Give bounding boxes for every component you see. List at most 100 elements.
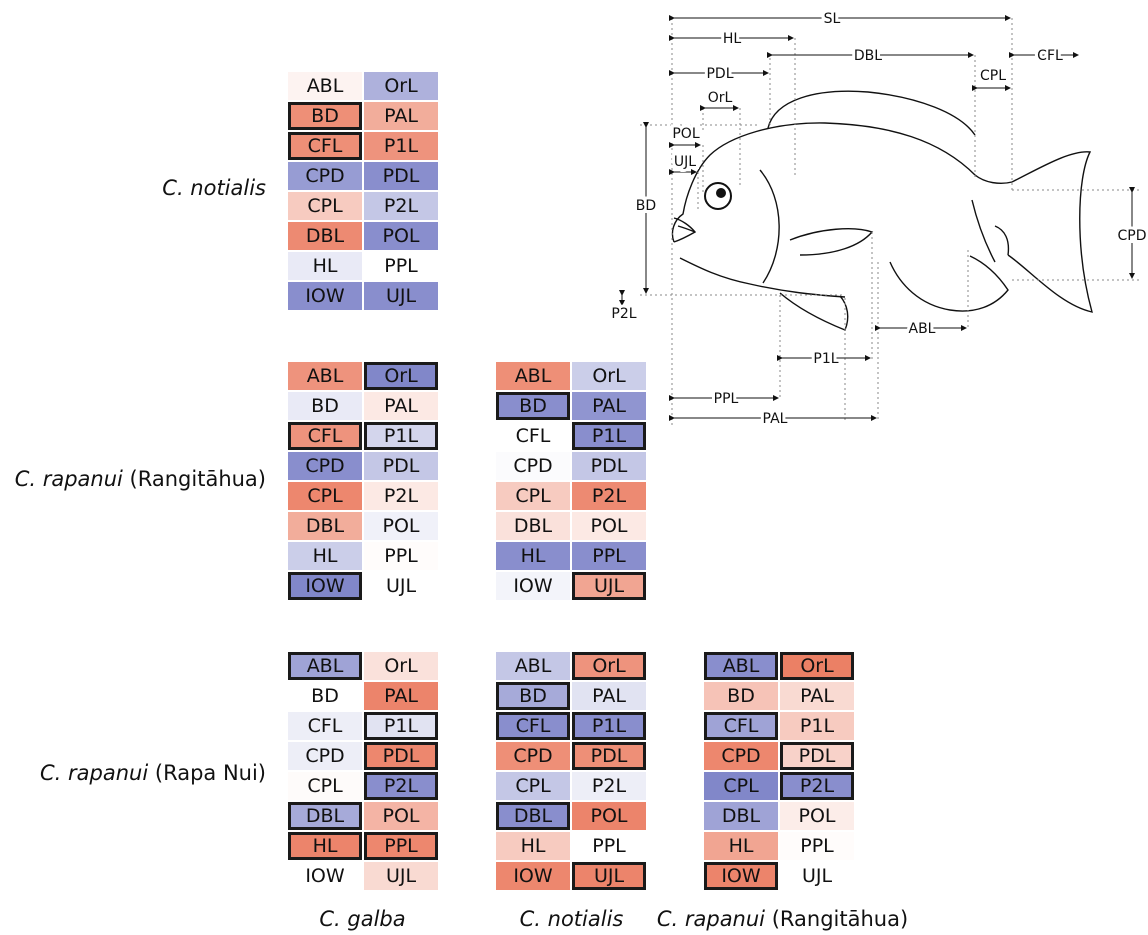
- cell-p2l: P2L: [780, 772, 854, 800]
- cell-p1l: P1L: [364, 132, 438, 160]
- cell-hl: HL: [496, 832, 570, 860]
- row-label-locality: (Rapa Nui): [154, 761, 266, 785]
- cell-dbl: DBL: [496, 512, 570, 540]
- cell-iow: IOW: [288, 282, 362, 310]
- cell-orl: OrL: [364, 362, 438, 390]
- cell-cpd: CPD: [496, 742, 570, 770]
- cell-p1l: P1L: [364, 422, 438, 450]
- cell-pal: PAL: [780, 682, 854, 710]
- cell-cpd: CPD: [704, 742, 778, 770]
- cell-pal: PAL: [572, 682, 646, 710]
- cell-ppl: PPL: [364, 832, 438, 860]
- cell-abl: ABL: [288, 362, 362, 390]
- cell-hl: HL: [288, 252, 362, 280]
- cell-dbl: DBL: [288, 802, 362, 830]
- label-pal: PAL: [763, 411, 788, 427]
- cell-dbl: DBL: [704, 802, 778, 830]
- row-label-species: C. rapanui: [14, 467, 123, 491]
- cell-bd: BD: [496, 682, 570, 710]
- cell-cfl: CFL: [288, 132, 362, 160]
- label-sl: SL: [824, 11, 841, 27]
- cell-p1l: P1L: [364, 712, 438, 740]
- label-cpd: CPD: [1118, 228, 1147, 244]
- cell-ppl: PPL: [780, 832, 854, 860]
- cell-pol: POL: [364, 222, 438, 250]
- cell-ujl: UJL: [364, 862, 438, 890]
- grid-rapanui-rangitahua-vs-galba: ABL OrL BD PAL CFL P1L CPD PDL CPL P2L DBL POL HL PPL…: [288, 362, 438, 602]
- cell-p2l: P2L: [572, 482, 646, 510]
- cell-p1l: P1L: [780, 712, 854, 740]
- cell-pol: POL: [364, 512, 438, 540]
- label-hl: HL: [723, 31, 742, 47]
- row-label-rapanui-rangitahua: C. rapanui (Rangitāhua): [15, 467, 266, 491]
- cell-cpl: CPL: [496, 482, 570, 510]
- cell-ppl: PPL: [364, 542, 438, 570]
- cell-pol: POL: [364, 802, 438, 830]
- row-label-species: C. rapanui: [40, 761, 149, 785]
- cell-cpl: CPL: [288, 192, 362, 220]
- cell-bd: BD: [704, 682, 778, 710]
- grid-rapanui-rapanui-vs-notialis: ABL OrL BD PAL CFL P1L CPD PDL CPL P2L DBL POL HL PPL…: [496, 652, 646, 892]
- cell-p2l: P2L: [364, 772, 438, 800]
- label-ppl: PPL: [714, 391, 739, 407]
- cell-iow: IOW: [704, 862, 778, 890]
- cell-dbl: DBL: [288, 512, 362, 540]
- cell-iow: IOW: [496, 862, 570, 890]
- cell-bd: BD: [288, 102, 362, 130]
- cell-hl: HL: [288, 832, 362, 860]
- cell-pal: PAL: [364, 392, 438, 420]
- cell-cpd: CPD: [496, 452, 570, 480]
- cell-bd: BD: [496, 392, 570, 420]
- cell-ppl: PPL: [364, 252, 438, 280]
- cell-pdl: PDL: [364, 742, 438, 770]
- cell-cpl: CPL: [496, 772, 570, 800]
- cell-bd: BD: [288, 392, 362, 420]
- cell-hl: HL: [704, 832, 778, 860]
- label-bd: BD: [636, 198, 656, 214]
- col-label-species: C. notialis: [519, 907, 624, 931]
- cell-abl: ABL: [288, 72, 362, 100]
- cell-cfl: CFL: [288, 712, 362, 740]
- row-label-species: C. notialis: [162, 176, 266, 200]
- cell-orl: OrL: [780, 652, 854, 680]
- cell-pal: PAL: [572, 392, 646, 420]
- cell-ujl: UJL: [572, 862, 646, 890]
- label-p2l: P2L: [611, 306, 636, 322]
- cell-cpl: CPL: [288, 482, 362, 510]
- row-label-rapanui-rapanui: C. rapanui (Rapa Nui): [40, 761, 266, 785]
- cell-p1l: P1L: [572, 712, 646, 740]
- col-label-galba: C. galba: [300, 907, 425, 931]
- cell-dbl: DBL: [496, 802, 570, 830]
- cell-bd: BD: [288, 682, 362, 710]
- cell-iow: IOW: [496, 572, 570, 600]
- cell-abl: ABL: [496, 652, 570, 680]
- cell-cpd: CPD: [288, 452, 362, 480]
- cell-pdl: PDL: [780, 742, 854, 770]
- row-label-locality: (Rangitāhua): [129, 467, 266, 491]
- cell-hl: HL: [496, 542, 570, 570]
- grid-notialis-vs-galba: ABL OrL BD PAL CFL P1L CPD PDL CPL P2L DBL POL HL PPL…: [288, 72, 438, 312]
- label-dbl: DBL: [854, 48, 882, 64]
- cell-p2l: P2L: [572, 772, 646, 800]
- cell-cpl: CPL: [288, 772, 362, 800]
- cell-hl: HL: [288, 542, 362, 570]
- cell-ujl: UJL: [780, 862, 854, 890]
- fish-measurement-diagram: SL HL DBL CFL PDL CPL OrL POL UJL BD CPD…: [608, 8, 1148, 430]
- cell-p2l: P2L: [364, 482, 438, 510]
- cell-orl: OrL: [572, 652, 646, 680]
- cell-ppl: PPL: [572, 542, 646, 570]
- cell-cfl: CFL: [496, 712, 570, 740]
- cell-abl: ABL: [704, 652, 778, 680]
- cell-p1l: P1L: [572, 422, 646, 450]
- cell-cpd: CPD: [288, 742, 362, 770]
- grid-rapanui-rangitahua-vs-notialis: ABL OrL BD PAL CFL P1L CPD PDL CPL P2L DBL POL HL PPL…: [496, 362, 646, 602]
- grid-rapanui-rapanui-vs-rapanui-rangitahua: ABL OrL BD PAL CFL P1L CPD PDL CPL P2L DBL POL HL PPL…: [704, 652, 854, 892]
- row-label-notialis: C. notialis: [162, 176, 266, 200]
- label-ujl: UJL: [674, 154, 696, 170]
- col-label-species: C. rapanui: [656, 907, 766, 931]
- cell-pol: POL: [572, 802, 646, 830]
- col-label-notialis: C. notialis: [509, 907, 634, 931]
- col-label-locality: (Rangitāhua): [771, 907, 909, 931]
- cell-cfl: CFL: [496, 422, 570, 450]
- cell-orl: OrL: [572, 362, 646, 390]
